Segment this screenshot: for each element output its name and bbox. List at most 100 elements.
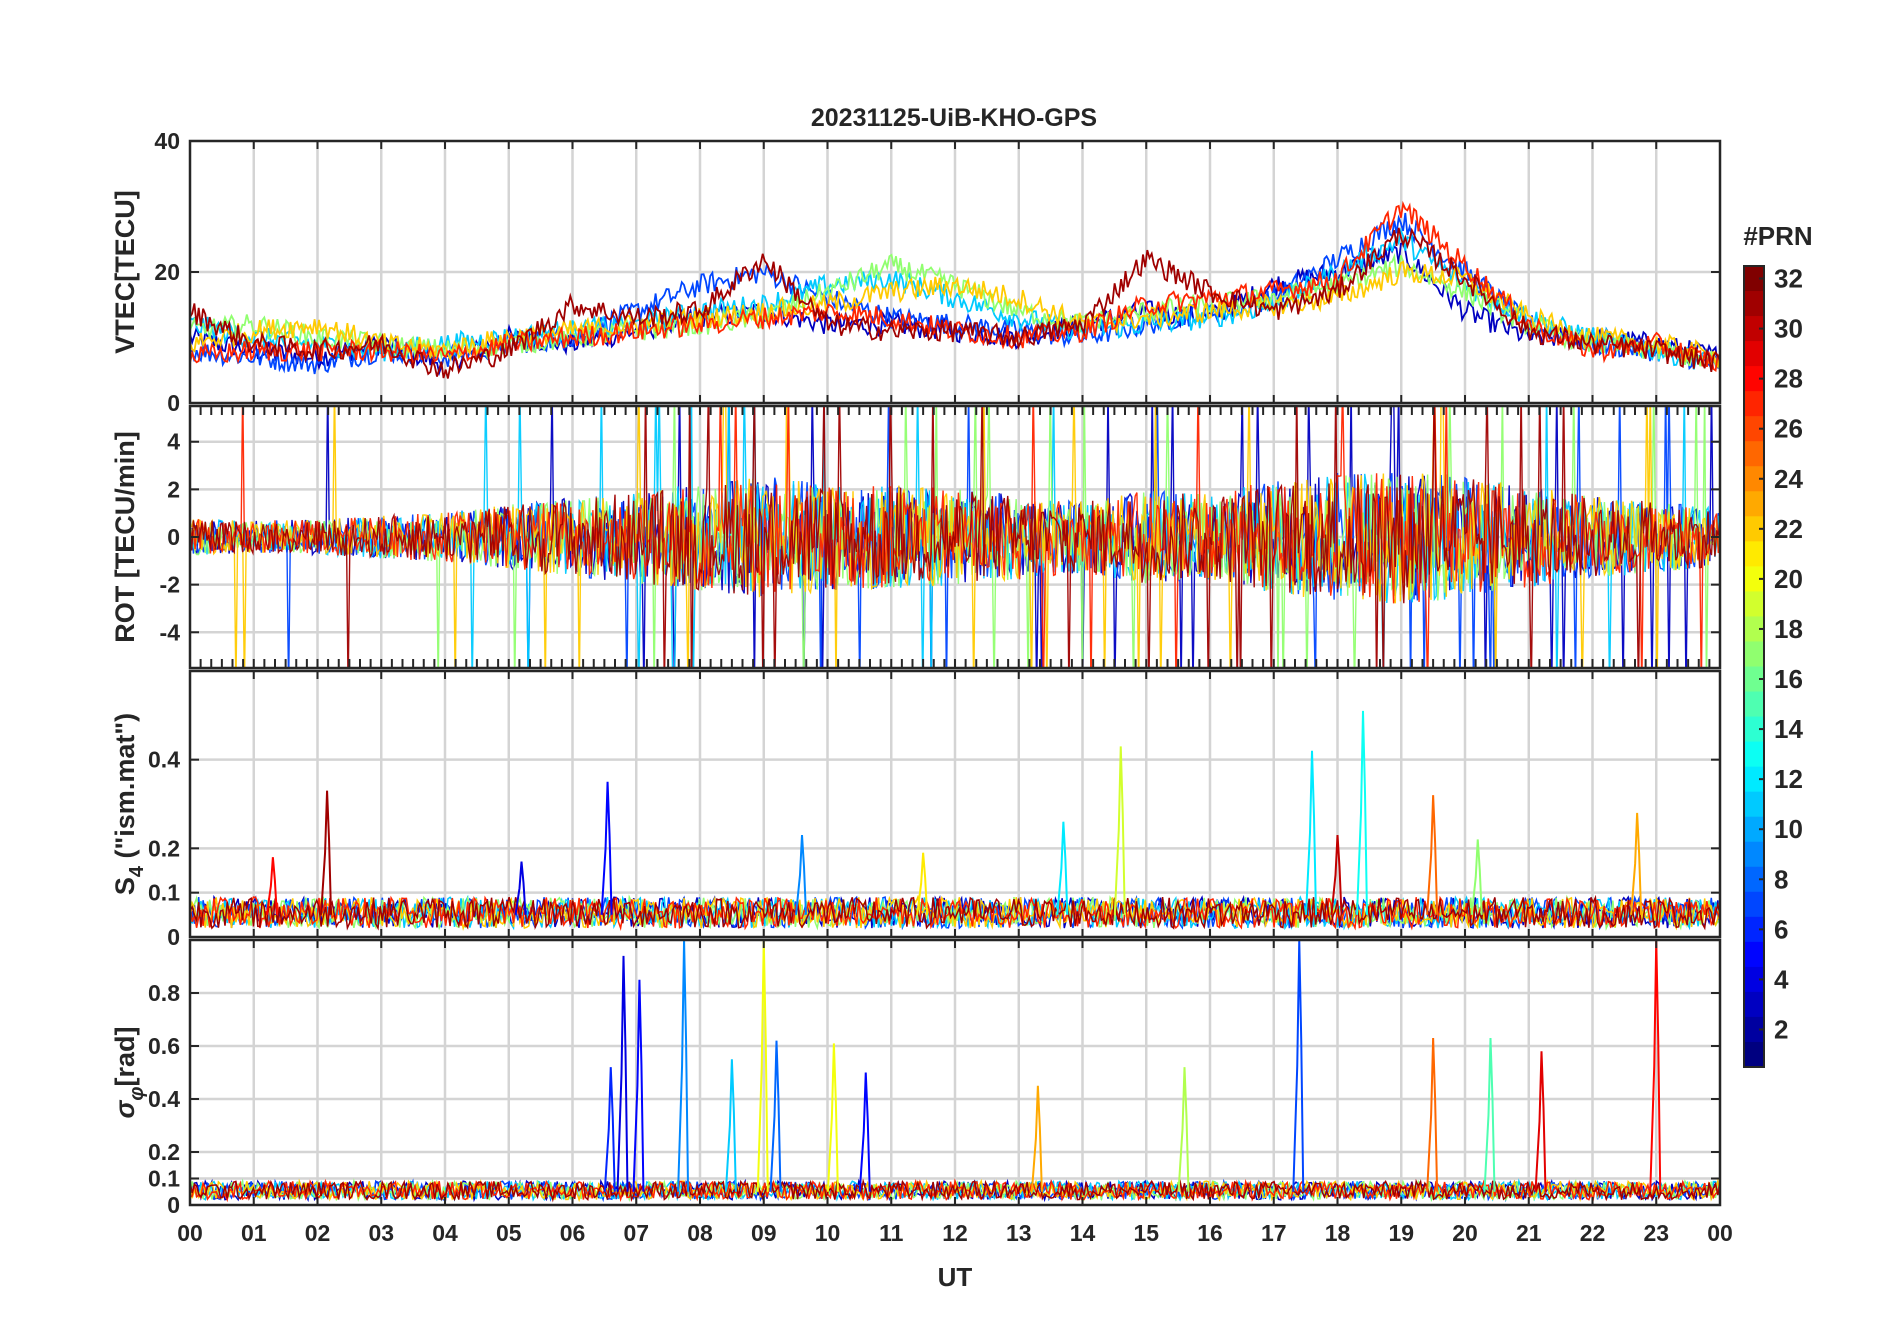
colorbar-segment	[1744, 1016, 1764, 1043]
vtec-series-line	[190, 253, 1720, 367]
colorbar-segment	[1744, 391, 1764, 417]
series-group	[190, 940, 1720, 1203]
y-tick-label: 0.1	[148, 1166, 180, 1192]
grid	[190, 671, 1720, 937]
x-minor-ticks	[189, 671, 1721, 937]
y-tick-label: 0	[167, 390, 180, 416]
y-tick-label: 0.2	[148, 1139, 180, 1165]
y-label-sub: 4	[126, 865, 148, 877]
x-tick-label: 12	[942, 1220, 968, 1246]
colorbar-tick-label: 4	[1774, 964, 1789, 994]
colorbar-segment	[1744, 891, 1764, 918]
x-tick-label: 17	[1261, 1220, 1287, 1246]
y-tick-label: 0	[167, 1192, 180, 1218]
x-tick-label: 19	[1388, 1220, 1414, 1246]
spike-mark	[632, 979, 645, 1192]
colorbar-segment	[1744, 341, 1764, 367]
y-tick-label: 0.6	[148, 1033, 180, 1059]
x-minor-ticks	[189, 940, 1721, 1205]
x-tick-label: 09	[751, 1220, 777, 1246]
colorbar-segment	[1744, 991, 1764, 1018]
colorbar-tick-label: 26	[1774, 414, 1803, 444]
x-tick-label: 18	[1325, 1220, 1351, 1246]
spike-mark	[1056, 821, 1069, 915]
x-tick-label: 08	[687, 1220, 713, 1246]
colorbar-segment	[1744, 541, 1764, 567]
x-tick-label: 20	[1452, 1220, 1478, 1246]
baseline-series-line	[190, 894, 1720, 931]
colorbar-tick-label: 18	[1774, 614, 1803, 644]
spike-mark	[1356, 710, 1368, 915]
colorbar-segment	[1744, 316, 1764, 342]
series-group	[190, 406, 1720, 668]
x-tick-label: 16	[1197, 1220, 1223, 1246]
colorbar-tick-label: 2	[1774, 1014, 1788, 1044]
series-group	[190, 710, 1720, 931]
spike-mark	[769, 1040, 782, 1192]
x-tick-label: 01	[241, 1220, 267, 1246]
vtec-series-line	[190, 200, 1720, 373]
colorbar-segment	[1744, 766, 1764, 793]
colorbar-tick-label: 16	[1774, 664, 1803, 694]
colorbar-segment	[1744, 291, 1764, 317]
panel-sigma-phi: 00.10.20.40.60.8σφ[rad]	[110, 938, 1722, 1218]
colorbar-tick-label: 24	[1774, 464, 1803, 494]
spike-mark	[677, 940, 690, 1192]
vtec-series-line	[190, 227, 1720, 379]
y-axis-label: ROT [TECU/min]	[110, 431, 140, 642]
y-label-rest: ("ism.mat")	[110, 713, 140, 866]
spike-mark	[1534, 1051, 1547, 1192]
x-tick-label: 02	[305, 1220, 331, 1246]
spike-mark	[826, 1043, 839, 1192]
colorbar-tick-label: 20	[1774, 564, 1803, 594]
grid	[190, 940, 1720, 1205]
y-tick-label: 0.8	[148, 980, 180, 1006]
y-tick-label: 20	[154, 259, 180, 285]
x-axis-label: UT	[938, 1262, 973, 1292]
x-tick-label: 14	[1070, 1220, 1096, 1246]
spike-mark	[795, 834, 807, 915]
colorbar-frame	[1743, 265, 1765, 1068]
colorbar-segment	[1744, 916, 1764, 943]
y-axis-label: σφ[rad]	[110, 1027, 148, 1119]
colorbar-segment	[1744, 591, 1764, 618]
y-tick-label: 0.4	[148, 747, 180, 773]
x-tick-label: 00	[177, 1220, 203, 1246]
x-tick-label: 13	[1006, 1220, 1032, 1246]
colorbar-segment	[1744, 466, 1764, 492]
colorbar-tick-label: 28	[1774, 364, 1803, 394]
y-axis-label: VTEC[TECU]	[110, 190, 140, 354]
colorbar-tick-label: 10	[1774, 814, 1803, 844]
spike-mark	[1649, 940, 1662, 1192]
colorbar-segment	[1744, 566, 1764, 593]
colorbar-segment	[1744, 1041, 1764, 1068]
spike-mark	[1030, 1085, 1043, 1192]
spike-mark	[600, 781, 613, 915]
colorbar-segment	[1744, 741, 1764, 768]
vtec-series-line	[190, 260, 1720, 369]
spike-mark	[603, 1067, 616, 1192]
spike-mark	[756, 940, 769, 1192]
colorbar-segment	[1744, 366, 1764, 392]
colorbar-segment	[1744, 666, 1764, 693]
colorbar-tick-label: 32	[1774, 264, 1803, 294]
y-tick-label: 0	[167, 524, 180, 550]
spike-mark	[1483, 1038, 1496, 1192]
x-axis: 00 01 02 03 04 05 06 07 08 09 10 11 12 13 14 15 16 17 18 19…	[177, 1220, 1733, 1246]
spike-mark	[858, 1072, 871, 1192]
x-tick-label: 00	[1707, 1220, 1733, 1246]
colorbar-segment	[1744, 791, 1764, 818]
x-tick-label: 22	[1580, 1220, 1606, 1246]
y-tick-label: -4	[160, 619, 181, 645]
colorbar-segment	[1744, 641, 1764, 668]
colorbar-label: #PRN	[1743, 221, 1812, 251]
x-minor-ticks	[189, 406, 1721, 668]
spike-mark	[1470, 839, 1483, 915]
spike-mark	[1292, 940, 1305, 1192]
y-label-sub: φ	[126, 1087, 148, 1101]
y-tick-label: 0.1	[148, 880, 180, 906]
colorbar-tick-label: 14	[1774, 714, 1803, 744]
colorbar-segment	[1744, 816, 1764, 843]
y-label-rest: [rad]	[110, 1027, 140, 1087]
